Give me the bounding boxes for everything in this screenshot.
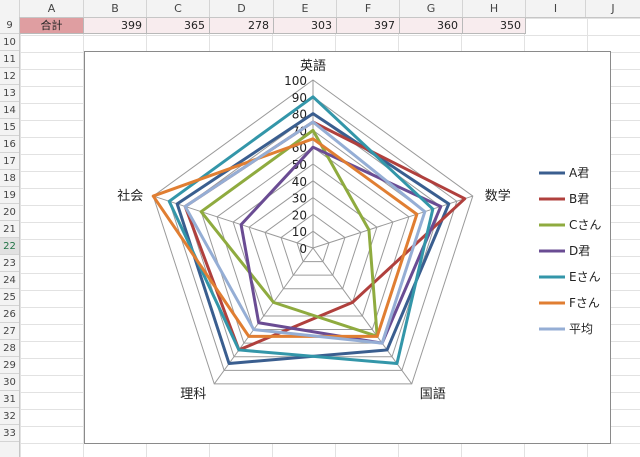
row-header-15[interactable]: 15 xyxy=(0,119,19,136)
row-header-14[interactable]: 14 xyxy=(0,102,19,119)
tick-label: 10 xyxy=(292,225,307,239)
row-header-26[interactable]: 26 xyxy=(0,306,19,323)
gridline xyxy=(264,196,362,290)
axis-spoke xyxy=(312,195,473,249)
row-header-20[interactable]: 20 xyxy=(0,204,19,221)
gridline xyxy=(296,230,330,263)
series-line xyxy=(199,128,379,338)
legend-label: 平均 xyxy=(569,322,593,336)
row-header-25[interactable]: 25 xyxy=(0,289,19,306)
column-header-i[interactable]: I xyxy=(526,0,586,17)
tick-label: 20 xyxy=(292,208,307,222)
legend-label: Eさん xyxy=(569,270,601,284)
axis-label: 理科 xyxy=(180,387,206,402)
tick-label: 100 xyxy=(284,74,307,88)
series-line xyxy=(239,145,443,345)
row-header-29[interactable]: 29 xyxy=(0,357,19,374)
column-header-c[interactable]: C xyxy=(147,0,210,17)
row-header-31[interactable]: 31 xyxy=(0,391,19,408)
radar-chart-svg: 0102030405060708090100英語数学国語理科社会A君B君CさんD… xyxy=(117,58,601,402)
column-header-f[interactable]: F xyxy=(337,0,400,17)
gridline xyxy=(216,146,410,331)
select-all-corner[interactable] xyxy=(0,0,20,17)
gridline xyxy=(152,79,474,385)
total-value-cell[interactable]: 350 xyxy=(463,18,526,34)
axis-label: 英語 xyxy=(300,58,326,74)
row-header-19[interactable]: 19 xyxy=(0,187,19,204)
tick-label: 30 xyxy=(292,192,307,206)
axis-label: 社会 xyxy=(117,188,143,204)
total-value-cell[interactable]: 397 xyxy=(337,18,400,34)
tick-label: 0 xyxy=(299,242,307,256)
row-header-28[interactable]: 28 xyxy=(0,340,19,357)
axis-spoke xyxy=(213,247,314,385)
legend-label: B君 xyxy=(569,192,589,206)
row-header-32[interactable]: 32 xyxy=(0,408,19,425)
column-header-h[interactable]: H xyxy=(463,0,526,17)
row-header-30[interactable]: 30 xyxy=(0,374,19,391)
column-header-e[interactable]: E xyxy=(274,0,337,17)
tick-label: 50 xyxy=(292,158,307,172)
row-header-10[interactable]: 10 xyxy=(0,34,19,51)
total-value-cell[interactable]: 360 xyxy=(400,18,463,34)
row-header-33[interactable]: 33 xyxy=(0,425,19,442)
axis-label: 国語 xyxy=(420,386,446,402)
total-value-cell[interactable]: 303 xyxy=(274,18,337,34)
legend-label: D君 xyxy=(569,244,590,258)
row-header-12[interactable]: 12 xyxy=(0,68,19,85)
radar-chart[interactable]: 0 10 20 30 40 50 60 70 80 90 100 英語 数学 国語 理科 社会 A君 B君 Cさん D… xyxy=(84,51,611,444)
row-header-18[interactable]: 18 xyxy=(0,170,19,187)
gridline xyxy=(248,180,378,303)
legend-label: Cさん xyxy=(569,218,601,232)
axis-label: 数学 xyxy=(485,188,511,204)
tick-label: 40 xyxy=(292,175,307,189)
row-header-23[interactable]: 23 xyxy=(0,255,19,272)
series-line xyxy=(167,95,435,366)
total-value-cell[interactable]: 365 xyxy=(147,18,210,34)
tick-label: 90 xyxy=(292,91,307,105)
row-header-9[interactable]: 9 xyxy=(0,17,19,34)
row-header-22[interactable]: 22 xyxy=(0,238,19,255)
gridline xyxy=(280,213,346,276)
column-header-g[interactable]: G xyxy=(400,0,463,17)
column-header-d[interactable]: D xyxy=(210,0,274,17)
row-header-13[interactable]: 13 xyxy=(0,85,19,102)
total-label-cell[interactable]: 合計 xyxy=(20,18,84,34)
column-header-j[interactable]: J xyxy=(611,2,615,15)
total-value-cell[interactable]: 399 xyxy=(84,18,147,34)
row-header-27[interactable]: 27 xyxy=(0,323,19,340)
row-header-21[interactable]: 21 xyxy=(0,221,19,238)
row-header-16[interactable]: 16 xyxy=(0,136,19,153)
row-header-24[interactable]: 24 xyxy=(0,272,19,289)
total-value-cell[interactable]: 278 xyxy=(210,18,274,34)
axis-spoke xyxy=(153,195,314,249)
axis-spoke xyxy=(312,247,413,385)
total-row: 合計 399 365 278 303 397 360 350 xyxy=(20,18,640,34)
legend-label: A君 xyxy=(569,166,589,180)
row-header-17[interactable]: 17 xyxy=(0,153,19,170)
column-header-b[interactable]: B xyxy=(84,0,147,17)
row-header-11[interactable]: 11 xyxy=(0,51,19,68)
legend-label: Fさん xyxy=(569,296,600,310)
column-header-bar: A B C D E F G H I J xyxy=(0,0,640,18)
row-header-bar: 9 10 11 12 13 14 15 16 17 18 19 20 21 22 23 24 25 26 27 28 2… xyxy=(0,17,20,457)
series-line xyxy=(183,120,427,345)
column-header-a[interactable]: A xyxy=(20,0,84,17)
